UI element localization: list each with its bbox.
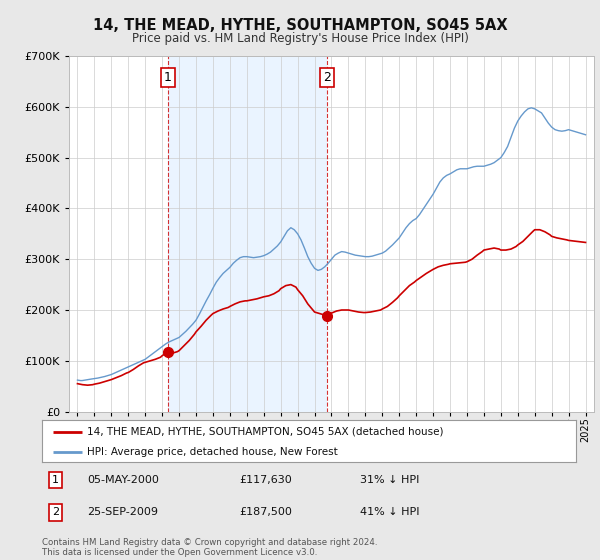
Text: 31% ↓ HPI: 31% ↓ HPI — [360, 475, 419, 486]
Text: Contains HM Land Registry data © Crown copyright and database right 2024.
This d: Contains HM Land Registry data © Crown c… — [42, 538, 377, 557]
Text: 2: 2 — [323, 71, 331, 84]
Text: 2: 2 — [52, 507, 59, 517]
Text: £117,630: £117,630 — [239, 475, 292, 486]
Text: 1: 1 — [164, 71, 172, 84]
Text: 41% ↓ HPI: 41% ↓ HPI — [360, 507, 419, 517]
Text: 05-MAY-2000: 05-MAY-2000 — [88, 475, 159, 486]
Text: 25-SEP-2009: 25-SEP-2009 — [88, 507, 158, 517]
Bar — [168, 56, 327, 412]
Text: 1: 1 — [52, 475, 59, 486]
Text: £187,500: £187,500 — [239, 507, 292, 517]
Text: HPI: Average price, detached house, New Forest: HPI: Average price, detached house, New … — [88, 447, 338, 457]
Text: 14, THE MEAD, HYTHE, SOUTHAMPTON, SO45 5AX: 14, THE MEAD, HYTHE, SOUTHAMPTON, SO45 5… — [92, 18, 508, 33]
Text: Price paid vs. HM Land Registry's House Price Index (HPI): Price paid vs. HM Land Registry's House … — [131, 32, 469, 45]
Text: 14, THE MEAD, HYTHE, SOUTHAMPTON, SO45 5AX (detached house): 14, THE MEAD, HYTHE, SOUTHAMPTON, SO45 5… — [88, 427, 444, 437]
